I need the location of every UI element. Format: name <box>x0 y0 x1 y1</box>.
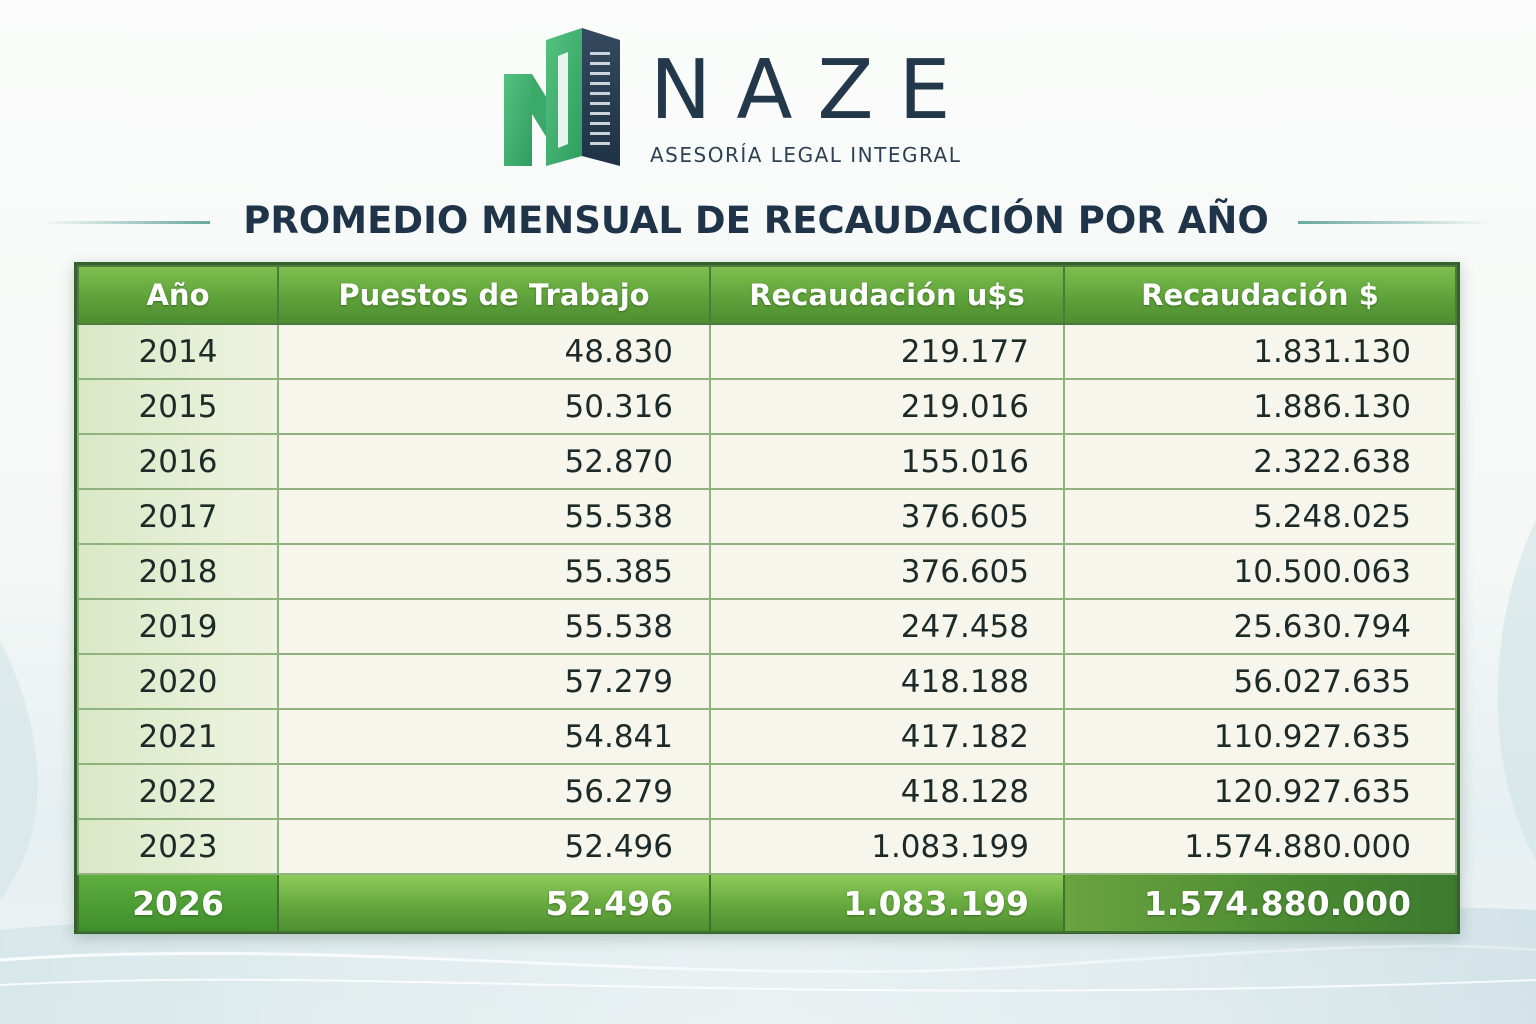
year-cell: 2020 <box>77 653 279 710</box>
usd-cell: 155.016 <box>709 433 1065 490</box>
usd-cell: 1.083.199 <box>709 818 1065 875</box>
jobs-cell: 55.538 <box>277 488 711 545</box>
highlight-ars-cell: 1.574.880.000 <box>1063 873 1457 933</box>
year-cell: 2015 <box>77 378 279 435</box>
table-row: 2014 48.830 219.177 1.831.130 <box>77 323 1457 380</box>
jobs-cell: 48.830 <box>277 323 711 380</box>
ars-cell: 5.248.025 <box>1063 488 1457 545</box>
table-row: 2022 56.279 418.128 120.927.635 <box>77 763 1457 820</box>
ars-cell: 25.630.794 <box>1063 598 1457 655</box>
table-row: 2020 57.279 418.188 56.027.635 <box>77 653 1457 710</box>
year-cell: 2021 <box>77 708 279 765</box>
table-row: 2023 52.496 1.083.199 1.574.880.000 <box>77 818 1457 875</box>
table-row: 2017 55.538 376.605 5.248.025 <box>77 488 1457 545</box>
header-collection-ars: Recaudación $ <box>1063 265 1457 325</box>
brand-tagline: ASESORÍA LEGAL INTEGRAL <box>650 143 962 167</box>
year-cell: 2016 <box>77 433 279 490</box>
usd-cell: 247.458 <box>709 598 1065 655</box>
jobs-cell: 54.841 <box>277 708 711 765</box>
ars-cell: 56.027.635 <box>1063 653 1457 710</box>
usd-cell: 219.177 <box>709 323 1065 380</box>
brand-header: NAZE ASESORÍA LEGAL INTEGRAL <box>502 26 982 172</box>
highlight-usd-cell: 1.083.199 <box>709 873 1065 933</box>
title-row: PROMEDIO MENSUAL DE RECAUDACIÓN POR AÑO <box>0 196 1536 246</box>
highlight-year-cell: 2026 <box>77 873 279 933</box>
naze-logo-icon <box>504 28 620 166</box>
header-jobs: Puestos de Trabajo <box>277 265 711 325</box>
jobs-cell: 55.538 <box>277 598 711 655</box>
table-header-row: Año Puestos de Trabajo Recaudación u$s R… <box>77 265 1457 325</box>
usd-cell: 376.605 <box>709 543 1065 600</box>
title-divider-left <box>40 221 210 224</box>
jobs-cell: 56.279 <box>277 763 711 820</box>
table-body: 2014 48.830 219.177 1.831.130 2015 50.31… <box>77 323 1457 933</box>
year-cell: 2018 <box>77 543 279 600</box>
usd-cell: 219.016 <box>709 378 1065 435</box>
collection-table: Año Puestos de Trabajo Recaudación u$s R… <box>77 265 1457 933</box>
year-cell: 2019 <box>77 598 279 655</box>
ars-cell: 110.927.635 <box>1063 708 1457 765</box>
jobs-cell: 50.316 <box>277 378 711 435</box>
header-year: Año <box>77 265 279 325</box>
ars-cell: 2.322.638 <box>1063 433 1457 490</box>
brand-name: NAZE <box>650 43 976 138</box>
ars-cell: 1.574.880.000 <box>1063 818 1457 875</box>
table-row: 2015 50.316 219.016 1.886.130 <box>77 378 1457 435</box>
collection-table-frame: Año Puestos de Trabajo Recaudación u$s R… <box>74 262 1460 934</box>
jobs-cell: 57.279 <box>277 653 711 710</box>
table-row: 2021 54.841 417.182 110.927.635 <box>77 708 1457 765</box>
jobs-cell: 52.870 <box>277 433 711 490</box>
jobs-cell: 55.385 <box>277 543 711 600</box>
ars-cell: 1.886.130 <box>1063 378 1457 435</box>
page-title: PROMEDIO MENSUAL DE RECAUDACIÓN POR AÑO <box>243 199 1269 242</box>
usd-cell: 418.128 <box>709 763 1065 820</box>
ars-cell: 1.831.130 <box>1063 323 1457 380</box>
year-cell: 2023 <box>77 818 279 875</box>
ars-cell: 120.927.635 <box>1063 763 1457 820</box>
year-cell: 2017 <box>77 488 279 545</box>
usd-cell: 417.182 <box>709 708 1065 765</box>
header-collection-usd: Recaudación u$s <box>709 265 1065 325</box>
table-row: 2018 55.385 376.605 10.500.063 <box>77 543 1457 600</box>
title-divider-right <box>1298 221 1494 224</box>
jobs-cell: 52.496 <box>277 818 711 875</box>
usd-cell: 376.605 <box>709 488 1065 545</box>
highlight-jobs-cell: 52.496 <box>277 873 711 933</box>
ars-cell: 10.500.063 <box>1063 543 1457 600</box>
table-row: 2016 52.870 155.016 2.322.638 <box>77 433 1457 490</box>
table-row: 2019 55.538 247.458 25.630.794 <box>77 598 1457 655</box>
highlight-row: 2026 52.496 1.083.199 1.574.880.000 <box>77 873 1457 933</box>
usd-cell: 418.188 <box>709 653 1065 710</box>
year-cell: 2014 <box>77 323 279 380</box>
year-cell: 2022 <box>77 763 279 820</box>
